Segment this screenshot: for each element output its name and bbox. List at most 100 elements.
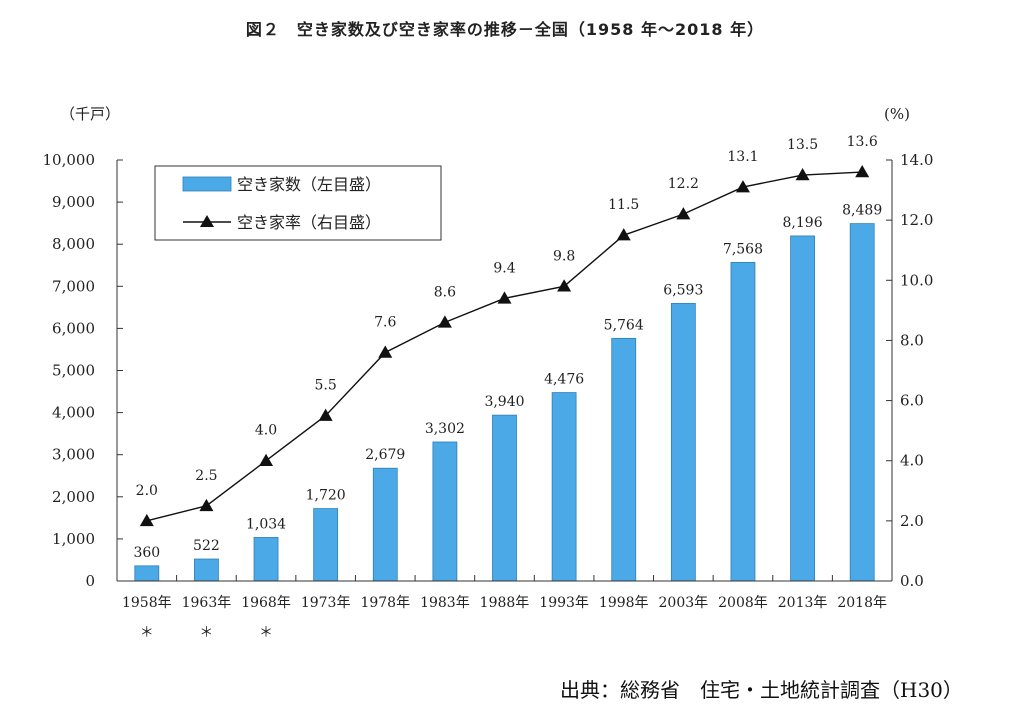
rate-label: 13.5 [787,137,818,153]
rate-label: 9.8 [553,248,575,264]
rate-label: 8.6 [434,284,456,300]
left-tick-label: 6,000 [52,319,95,337]
rate-marker [557,279,572,292]
left-tick-label: 8,000 [52,235,95,253]
left-tick-label: 1,000 [52,530,95,548]
left-tick-label: 0 [85,572,95,590]
rate-label: 13.6 [847,134,878,150]
axes-layer: 0 1,000 2,000 3,000 4,000 5,000 6,000 7,000 8,00… [43,105,934,641]
bar-label: 5,764 [604,317,644,333]
x-tick-label: 1988年 [480,595,530,611]
bar-label: 4,476 [544,372,584,388]
bar-2003年 [670,303,696,582]
rate-label: 13.1 [727,149,758,165]
right-tick-label: 10.0 [900,271,933,289]
x-tick-label: 1963年 [182,595,232,611]
bar-1968年 [253,537,279,582]
rate-marker [855,165,870,178]
rate-label: 12.2 [668,176,699,192]
rate-label: 5.5 [315,378,337,394]
rate-marker [259,453,274,466]
rate-marker [437,315,452,328]
left-tick-label: 3,000 [52,446,95,464]
rate-marker [378,345,393,358]
rate-marker [676,207,691,220]
bar-label: 8,489 [842,203,882,219]
x-tick-label: 1983年 [420,595,470,611]
bar-1983年 [432,441,458,582]
bar-1993年 [551,392,577,582]
x-tick-label: 1993年 [539,595,589,611]
bar-1998年 [611,337,637,582]
bar-label: 6,593 [663,282,703,298]
bar-1973年 [313,508,339,582]
rate-marker [497,291,512,304]
x-tick-label: 1973年 [301,595,351,611]
right-tick-label: 14.0 [900,151,933,169]
bar-label: 7,568 [723,241,763,257]
legend-bar-swatch [182,176,232,192]
left-tick-label: 4,000 [52,404,95,422]
legend-line-marker [200,215,214,227]
bar-label: 1,034 [246,516,286,532]
x-tick-label: 1958年 [122,595,172,611]
bar-2013年 [790,235,815,582]
rate-label: 2.5 [195,468,217,484]
legend: 空き家数（左目盛） 空き家率（右目盛） [154,165,442,241]
x-tick-label: 2018年 [837,595,887,611]
bar-1978年 [372,467,398,582]
rate-label: 7.6 [374,314,396,330]
x-tick-label: 1998年 [599,595,649,611]
rate-marker [616,228,631,241]
x-tick-label: 2008年 [718,595,768,611]
bar-label: 3,940 [484,394,524,410]
rate-label: 9.4 [493,260,515,276]
left-tick-label: 9,000 [52,193,95,211]
bar-label: 3,302 [425,421,465,437]
rate-label: 11.5 [608,197,639,213]
x-asterisk: ＊ [259,625,273,641]
bar-label: 522 [193,538,220,554]
left-tick-label: 10,000 [43,151,96,169]
bar-1963年 [194,558,219,582]
legend-bar-label: 空き家数（左目盛） [237,175,381,194]
left-tick-label: 2,000 [52,488,95,506]
x-tick-label: 1978年 [360,595,410,611]
rate-label: 4.0 [255,423,277,439]
bar-label: 8,196 [783,215,823,231]
left-tick-label: 5,000 [52,362,95,380]
x-asterisk: ＊ [199,625,213,641]
left-axis-unit: （千戸） [60,105,120,123]
x-asterisk: ＊ [140,625,154,641]
line-layer [139,165,870,527]
right-tick-label: 6.0 [900,392,924,410]
right-tick-label: 8.0 [900,331,924,349]
legend-line-label: 空き家率（右目盛） [237,213,381,232]
bars-layer [134,223,875,582]
rate-marker [795,168,810,181]
bar-label: 2,679 [365,447,405,463]
left-tick-label: 7,000 [52,277,95,295]
source-note: 出典：総務省 住宅・土地統計調査（H30） [560,678,963,702]
rate-label: 2.0 [136,483,158,499]
bar-label: 360 [133,545,160,561]
right-axis-unit: (%) [884,105,910,123]
chart-title: 図２ 空き家数及び空き家率の推移－全国（1958 年～2018 年） [245,20,765,39]
bar-label: 1,720 [306,488,346,504]
bar-2018年 [849,223,875,582]
labels-layer: 360 522 1,034 1,720 2,679 3,302 3,940 4,476 5,76… [133,134,882,561]
rate-marker [318,408,333,421]
right-tick-label: 2.0 [900,512,924,530]
rate-marker [735,180,750,193]
right-tick-label: 4.0 [900,452,924,470]
x-tick-label: 1968年 [241,595,291,611]
bar-1988年 [492,414,517,582]
x-tick-label: 2003年 [659,595,709,611]
rate-marker [199,498,214,512]
bar-2008年 [730,261,756,582]
right-tick-label: 0.0 [900,572,924,590]
bar-1958年 [134,565,160,582]
rate-marker [139,513,154,527]
x-tick-label: 2013年 [778,595,828,611]
